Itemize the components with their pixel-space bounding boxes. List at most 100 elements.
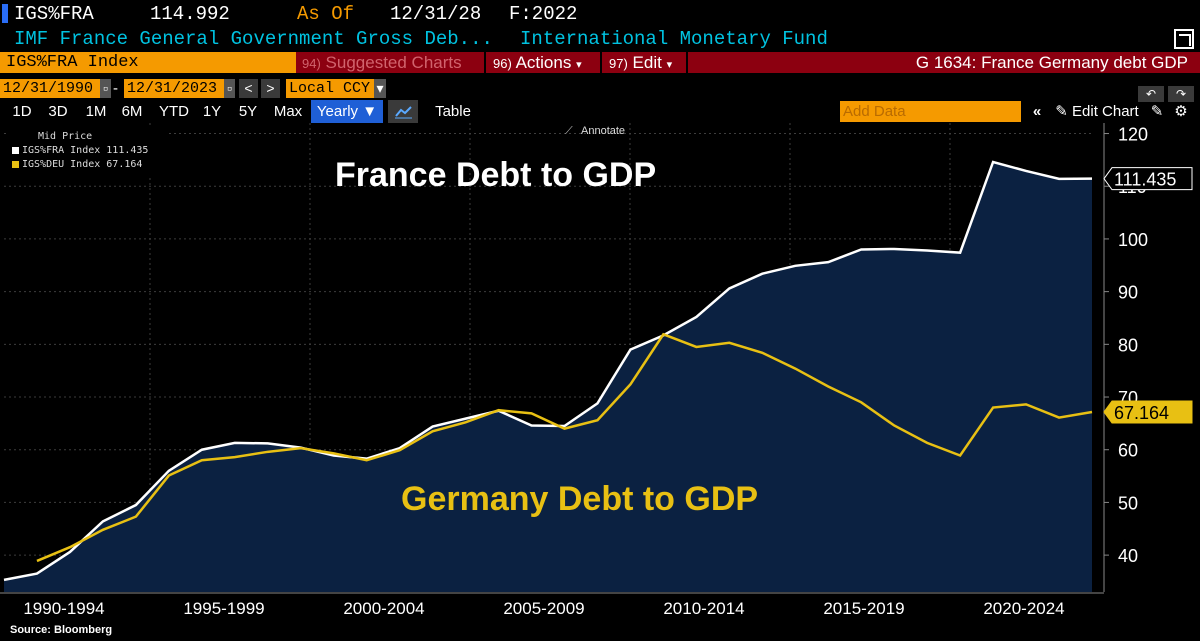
legend-item-france[interactable]: IGS%FRA Index 111.435 — [12, 145, 148, 156]
badge-shape — [1103, 167, 1193, 191]
collapse-icon[interactable]: « — [1032, 103, 1042, 120]
security-header: IGS%FRA 114.992 As Of 12/31/28 F:2022 — [0, 0, 1200, 27]
germany-annotation: Germany Debt to GDP — [401, 480, 758, 518]
line-chart-icon[interactable] — [388, 100, 418, 123]
period-6m[interactable]: 6M — [121, 103, 143, 120]
redo-icon[interactable]: ↷ — [1168, 86, 1194, 102]
source-note: Source: Bloomberg — [10, 624, 113, 636]
source-name: International Monetary Fund — [520, 28, 828, 50]
x-tick-label: 2015-2019 — [823, 599, 904, 618]
y-tick-label: 90 — [1118, 283, 1138, 303]
calendar-icon[interactable]: ▫ — [100, 79, 111, 98]
period-1y[interactable]: 1Y — [202, 103, 222, 120]
annotate-label: Annotate — [581, 125, 625, 137]
as-of-date: 12/31/28 — [390, 3, 482, 25]
edit-chart-label: Edit Chart — [1072, 103, 1139, 120]
debt-chart[interactable]: 405060708090100110120 1990-19941995-1999… — [0, 123, 1200, 624]
legend-header: Mid Price — [38, 131, 93, 142]
frequency-select[interactable]: Yearly ▼ — [311, 100, 383, 123]
y-tick-label: 120 — [1118, 125, 1148, 145]
legend-label: IGS%DEU Index 67.164 — [22, 159, 143, 170]
period-toolbar: 1D 3D 1M 6M YTD 1Y 5Y Max Yearly ▼ Table… — [0, 86, 1200, 123]
france-annotation: France Debt to GDP — [335, 156, 656, 194]
line-chart-glyph — [395, 106, 412, 119]
france-series-line — [3, 160, 1093, 582]
menu-separator — [686, 52, 688, 73]
edit-num: 97) — [609, 56, 628, 71]
chevron-down-icon[interactable]: ▾ — [374, 79, 386, 98]
y-tick-label: 50 — [1118, 493, 1138, 513]
annotate-icon: ⟋ — [565, 125, 573, 137]
y-tick-label: 40 — [1118, 546, 1138, 566]
actions-num: 96) — [493, 56, 512, 71]
last-value-badge: 111.435 — [1103, 167, 1193, 191]
edit-menu[interactable]: 97) Edit ▾ — [603, 52, 678, 76]
badge-label: 111.435 — [1114, 170, 1176, 190]
index-field[interactable]: IGS%FRA Index — [0, 52, 296, 73]
end-date-input[interactable]: 12/31/2023 — [124, 79, 224, 98]
calendar-icon[interactable]: ▫ — [224, 79, 235, 98]
security-marker — [2, 4, 8, 23]
period-ytd[interactable]: YTD — [159, 103, 189, 120]
x-tick-label: 2005-2009 — [503, 599, 584, 618]
last-value-badge: 67.164 — [1103, 400, 1193, 424]
menu-separator — [600, 52, 602, 73]
date-range-row: 12/31/1990 ▫ - 12/31/2023 ▫ < > Local CC… — [0, 79, 1200, 98]
undo-icon[interactable]: ↶ — [1138, 86, 1164, 102]
legend-item-germany[interactable]: IGS%DEU Index 67.164 — [12, 159, 142, 170]
x-tick-label: 1995-1999 — [183, 599, 264, 618]
legend-swatch — [12, 146, 19, 154]
security-description: IMF France General Government Gross Deb.… — [14, 28, 493, 50]
suggested-label: Suggested Charts — [325, 53, 462, 72]
x-tick-label: 2000-2004 — [343, 599, 424, 618]
frequency-label: F:2022 — [509, 3, 578, 25]
chevron-down-icon: ▾ — [576, 59, 582, 71]
ticker-label[interactable]: IGS%FRA — [14, 3, 94, 25]
function-toolbar: IGS%FRA Index 94) Suggested Charts 96) A… — [0, 52, 1200, 73]
badge-label: 67.164 — [1114, 403, 1169, 423]
price-value: 114.992 — [150, 3, 230, 25]
date-separator: - — [113, 80, 118, 97]
last-value-labels: 111.435 67.164 — [1103, 167, 1193, 424]
description-row: IMF France General Government Gross Deb.… — [0, 27, 1200, 52]
add-data-input[interactable]: Add Data — [840, 101, 1021, 122]
as-of-label: As Of — [297, 3, 355, 25]
next-range-button[interactable]: > — [261, 79, 280, 98]
period-1d[interactable]: 1D — [12, 103, 32, 120]
chart-legend: Mid Price IGS%FRA Index 111.435 IGS%DEU … — [8, 128, 168, 176]
actions-menu[interactable]: 96) Actions ▾ — [487, 52, 588, 76]
x-tick-label: 1990-1994 — [23, 599, 104, 618]
prev-range-button[interactable]: < — [239, 79, 258, 98]
period-1m[interactable]: 1M — [85, 103, 107, 120]
currency-select[interactable]: Local CCY — [286, 79, 374, 98]
period-5y[interactable]: 5Y — [238, 103, 258, 120]
chart-title: G 1634: France Germany debt GDP — [915, 53, 1188, 72]
france-area-fill — [4, 162, 1092, 592]
x-tick-label: 2010-2014 — [663, 599, 744, 618]
start-date-input[interactable]: 12/31/1990 — [0, 79, 100, 98]
pencil-icon: ✎ — [1055, 103, 1068, 120]
table-button[interactable]: Table — [435, 103, 471, 120]
edit-pen-icon[interactable]: ✎ — [1150, 103, 1164, 120]
y-tick-label: 80 — [1118, 335, 1138, 355]
legend-label: IGS%FRA Index 111.435 — [22, 145, 149, 156]
popout-window-icon[interactable] — [1174, 29, 1194, 49]
chart-points — [3, 161, 1093, 580]
edit-chart-button[interactable]: ✎ Edit Chart — [1052, 100, 1142, 123]
period-3d[interactable]: 3D — [48, 103, 68, 120]
annotate-button[interactable]: ⟋ Annotate — [565, 125, 625, 137]
badge-shape — [1103, 400, 1193, 424]
settings-icon[interactable]: ⚙ — [1174, 103, 1188, 120]
actions-label: Actions — [515, 53, 572, 72]
chevron-down-icon: ▾ — [666, 59, 673, 71]
legend-swatch — [12, 160, 19, 168]
period-max[interactable]: Max — [273, 103, 303, 120]
menu-separator — [484, 52, 486, 73]
suggested-num: 94) — [302, 56, 321, 71]
edit-label: Edit — [632, 53, 662, 72]
x-tick-label: 2020-2024 — [983, 599, 1064, 618]
x-axis: 1990-1994 1995-1999 2000-2004 2005-2009 2010… — [0, 592, 1104, 618]
y-tick-label: 60 — [1118, 441, 1138, 461]
y-axis: 405060708090100110120 — [1103, 123, 1148, 592]
suggested-charts-menu[interactable]: 94) Suggested Charts — [296, 52, 468, 74]
